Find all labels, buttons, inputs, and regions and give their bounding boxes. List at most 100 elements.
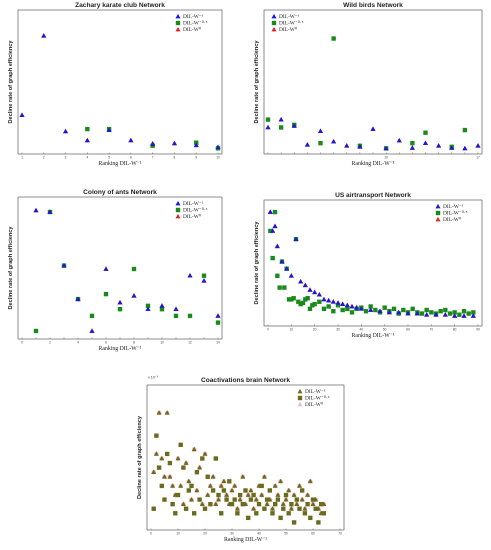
legend-marker <box>271 20 277 26</box>
legend-entry: DIL-W⁻¹ <box>183 14 204 20</box>
x-tick-label: 70 <box>430 328 434 332</box>
data-point <box>303 297 308 302</box>
x-axis-label: Ranking DIL-W⁻¹ <box>224 537 267 543</box>
data-point <box>201 278 207 283</box>
data-point <box>316 520 321 525</box>
data-point <box>283 492 289 498</box>
data-point <box>19 112 25 117</box>
x-tick-label: 4 <box>86 156 88 160</box>
data-point <box>259 492 265 497</box>
data-point <box>300 488 305 493</box>
data-point <box>273 501 278 507</box>
y-axis-label: Decline rate of graph efficiency <box>8 40 14 124</box>
data-point <box>424 312 430 317</box>
data-point <box>229 501 235 507</box>
data-point <box>272 209 278 215</box>
data-point <box>246 515 251 521</box>
data-point <box>409 145 415 150</box>
data-point <box>330 299 336 304</box>
data-point <box>296 299 301 304</box>
data-point <box>237 496 243 502</box>
data-point <box>251 506 257 511</box>
data-point <box>383 145 389 151</box>
x-tick-label: 20 <box>203 532 207 536</box>
data-point <box>447 311 453 316</box>
data-point <box>357 144 363 149</box>
data-point <box>377 308 383 314</box>
data-point <box>278 478 284 484</box>
x-tick-label: 4 <box>77 341 79 345</box>
data-point <box>232 497 237 502</box>
data-point <box>218 483 224 488</box>
data-point <box>170 501 175 507</box>
data-point <box>277 285 282 290</box>
data-point <box>286 297 292 302</box>
x-tick-label: 0 <box>21 341 23 345</box>
plot-frame <box>17 9 223 155</box>
x-tick-label: 60 <box>406 328 410 332</box>
chart-ants: Colony of ants Network 0 2 4 6 8 10 12 14 Ranking… <box>8 189 223 352</box>
data-point <box>151 469 157 475</box>
legend-entry: DIL-W⁰ <box>305 402 323 408</box>
data-point <box>340 307 345 313</box>
data-point <box>175 492 181 498</box>
legend-marker <box>435 203 441 209</box>
x-tick-label: 50 <box>383 328 387 332</box>
x-tick-label: 40 <box>360 328 364 332</box>
data-point <box>466 311 471 316</box>
data-point <box>264 497 270 502</box>
data-point <box>291 520 297 525</box>
data-point <box>429 310 434 315</box>
x-tick-label: 9 <box>195 156 197 160</box>
data-point <box>232 483 238 488</box>
y-axis-label: Decline rate of graph efficiency <box>254 221 260 305</box>
x-tick-label: 1 <box>21 156 23 160</box>
data-point <box>103 291 109 297</box>
data-point <box>278 515 283 521</box>
data-point <box>267 488 272 493</box>
legend-entry: DIL-W⁻⁰·⁵ <box>183 208 208 214</box>
data-point <box>401 307 406 313</box>
legend-marker <box>175 26 181 32</box>
x-tick-label: 10 <box>160 341 164 345</box>
data-point <box>315 506 321 511</box>
x-tick-label: 70 <box>338 532 342 536</box>
data-point <box>131 293 137 298</box>
data-point <box>150 141 156 147</box>
x-tick-label: 3 <box>65 156 67 160</box>
data-point <box>471 310 476 315</box>
data-point <box>286 487 292 493</box>
data-point <box>103 266 109 271</box>
data-point <box>321 511 326 516</box>
data-point <box>278 116 284 122</box>
chart-title: Zachary karate club Network <box>75 2 165 9</box>
x-tick-label: 2 <box>49 341 51 345</box>
data-point <box>318 510 324 516</box>
data-point <box>279 258 285 264</box>
data-point <box>274 243 280 249</box>
data-point <box>414 310 420 316</box>
data-point <box>396 137 402 143</box>
data-point <box>227 479 232 484</box>
data-point <box>433 312 439 317</box>
data-point <box>202 506 208 511</box>
data-point <box>251 492 256 498</box>
data-point <box>317 128 324 133</box>
data-point <box>443 307 448 313</box>
data-point <box>205 492 211 497</box>
data-point <box>318 140 323 146</box>
data-point <box>248 487 254 493</box>
data-point <box>178 483 184 488</box>
x-tick-label: 10 <box>384 156 388 160</box>
data-point <box>265 117 271 122</box>
x-tick-label: 80 <box>453 328 457 332</box>
data-point <box>151 506 156 511</box>
data-point <box>183 460 189 465</box>
data-point <box>405 310 411 316</box>
legend-marker <box>175 207 181 213</box>
data-point <box>221 488 227 493</box>
legend-marker <box>175 20 181 26</box>
data-point <box>288 273 294 278</box>
data-point <box>358 306 364 311</box>
data-point <box>291 492 297 497</box>
